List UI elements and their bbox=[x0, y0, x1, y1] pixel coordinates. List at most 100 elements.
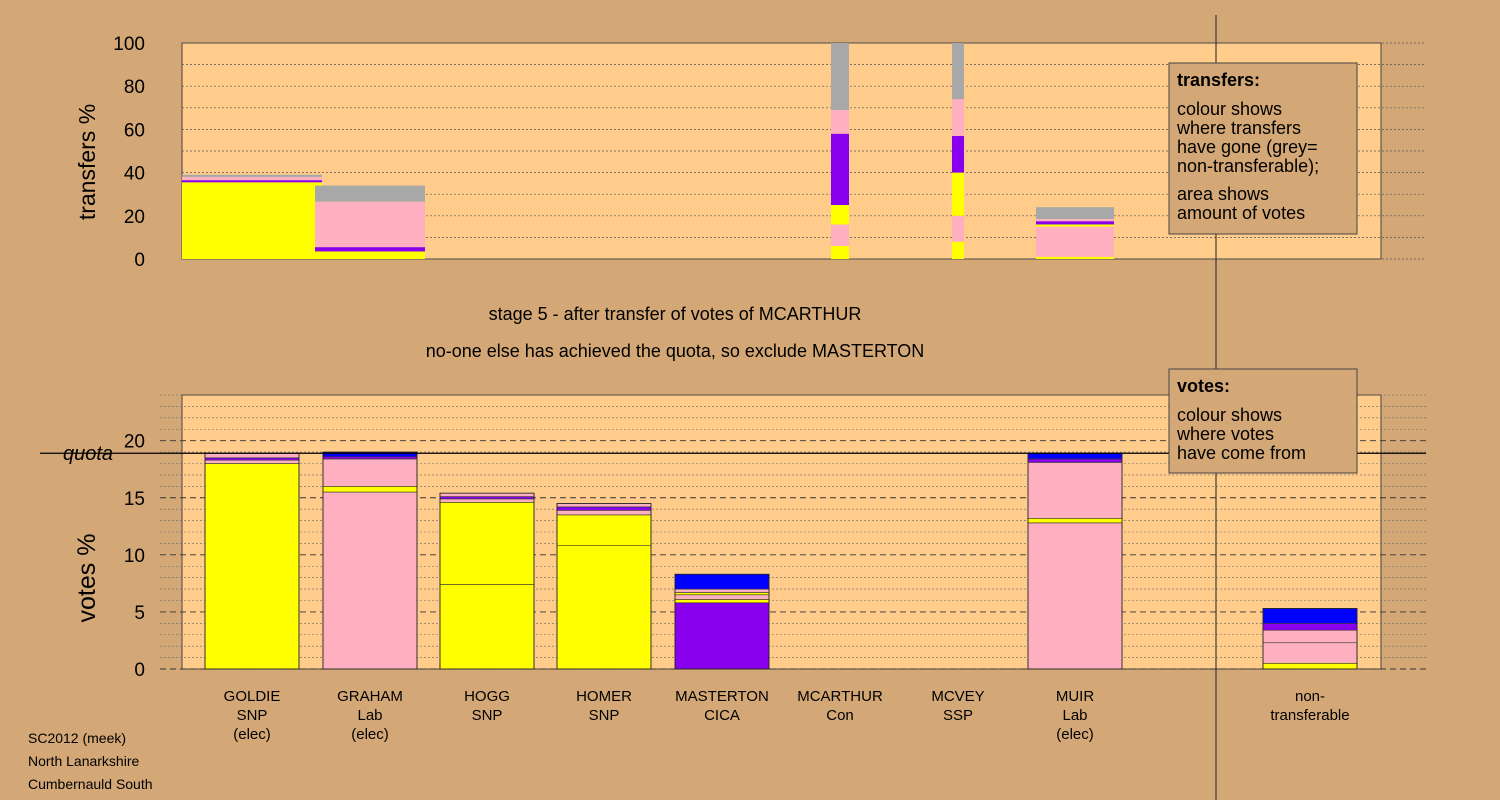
vote-segment bbox=[439, 492, 535, 497]
transfer-segment bbox=[831, 224, 849, 247]
transfer-segment bbox=[1036, 256, 1114, 259]
votes-y-tick-label: 15 bbox=[124, 489, 145, 510]
transfer-segment bbox=[831, 205, 849, 225]
vote-segment bbox=[1262, 662, 1358, 670]
candidate-label: MUIR Lab (elec) bbox=[1056, 688, 1094, 743]
transfer-segment bbox=[1036, 221, 1114, 225]
quota-label: quota bbox=[63, 443, 113, 465]
footer-line-1: SC2012 (meek) bbox=[28, 730, 126, 746]
vote-segment bbox=[556, 545, 652, 670]
transfers-y-tick-label: 20 bbox=[124, 207, 145, 228]
candidate-label: MCVEY SSP bbox=[931, 688, 984, 724]
legend-text: amount of votes bbox=[1177, 203, 1305, 223]
transfers-y-axis-label: transfers % bbox=[74, 104, 100, 220]
vote-segment bbox=[1027, 458, 1123, 463]
vote-segment bbox=[322, 491, 418, 670]
transfer-segment bbox=[831, 43, 849, 110]
legend-text: where transfers bbox=[1176, 118, 1301, 138]
transfer-segment bbox=[952, 172, 964, 216]
vote-segment bbox=[322, 456, 418, 460]
transfers-y-tick-label: 0 bbox=[134, 250, 145, 271]
transfer-segment bbox=[1036, 224, 1114, 227]
vote-segment bbox=[1262, 608, 1358, 624]
transfer-segment bbox=[952, 241, 964, 259]
vote-bar-outline bbox=[439, 492, 535, 670]
candidate-label: non-transferable bbox=[1270, 688, 1349, 724]
candidate-label: GOLDIE SNP (elec) bbox=[224, 688, 281, 743]
legend-text: colour shows bbox=[1177, 405, 1282, 425]
votes-y-axis-label: votes % bbox=[73, 534, 101, 623]
vote-segment bbox=[204, 452, 300, 459]
vote-segment bbox=[439, 498, 535, 503]
legend-text: non-transferable); bbox=[1177, 156, 1319, 176]
votes-legend-title: votes: bbox=[1177, 376, 1230, 396]
vote-segment bbox=[1027, 517, 1123, 524]
footer-line-3: Cumbernauld South bbox=[28, 776, 153, 792]
vote-segment bbox=[1262, 642, 1358, 664]
votes-y-tick-label: 0 bbox=[134, 660, 145, 681]
votes-y-tick-label: 5 bbox=[134, 603, 145, 624]
transfer-segment bbox=[952, 99, 964, 136]
transfer-segment bbox=[1036, 207, 1114, 220]
vote-segment bbox=[556, 506, 652, 511]
vote-bar-outline bbox=[674, 573, 770, 670]
transfer-segment bbox=[182, 254, 322, 259]
transfer-segment bbox=[315, 251, 425, 259]
transfer-segment bbox=[315, 247, 425, 252]
transfer-segment bbox=[1036, 219, 1114, 222]
vote-bar-outline bbox=[322, 451, 418, 670]
transfers-y-tick-label: 100 bbox=[113, 34, 145, 55]
footer-line-2: North Lanarkshire bbox=[28, 753, 139, 769]
legend-text: have come from bbox=[1177, 443, 1306, 463]
transfers-legend-title: transfers: bbox=[1177, 70, 1260, 90]
vote-segment bbox=[1027, 522, 1123, 670]
vote-segment bbox=[322, 458, 418, 487]
transfers-bars bbox=[182, 43, 1114, 259]
transfer-segment bbox=[1036, 226, 1114, 257]
transfers-legend-box bbox=[1168, 62, 1358, 235]
vote-segment bbox=[1262, 623, 1358, 631]
candidate-label: GRAHAM Lab (elec) bbox=[337, 688, 403, 743]
votes-legend-box bbox=[1168, 368, 1358, 474]
vote-bar-outline bbox=[1262, 608, 1358, 670]
transfer-segment bbox=[831, 246, 849, 259]
vote-segment bbox=[674, 599, 770, 604]
transfers-y-tick-label: 40 bbox=[124, 164, 145, 185]
vote-segment bbox=[439, 584, 535, 670]
candidate-labels: GOLDIE SNP (elec) GRAHAM Lab (elec) HOGG SNP HOM… bbox=[224, 688, 1350, 743]
legend-text: colour shows bbox=[1177, 99, 1282, 119]
votes-y-tick-label: 20 bbox=[124, 432, 145, 453]
legend-text: area shows bbox=[1177, 184, 1269, 204]
transfer-segment bbox=[182, 180, 322, 183]
legend-text: where votes bbox=[1176, 424, 1274, 444]
vote-segment bbox=[556, 514, 652, 547]
transfer-segment bbox=[952, 43, 964, 100]
votes-y-ticks: 0 5 10 15 20 bbox=[124, 432, 145, 681]
transfer-segment bbox=[831, 109, 849, 134]
vote-segment bbox=[674, 602, 770, 670]
legend-text: have gone (grey= bbox=[1177, 137, 1318, 157]
vote-segment bbox=[204, 457, 300, 461]
votes-bars bbox=[204, 451, 1358, 670]
vote-segment bbox=[556, 503, 652, 508]
transfer-segment bbox=[315, 201, 425, 248]
vote-segment bbox=[439, 502, 535, 585]
transfer-segment bbox=[315, 185, 425, 202]
transfer-segment bbox=[831, 133, 849, 205]
vote-segment bbox=[1027, 462, 1123, 519]
stage-subtitle: no-one else has achieved the quota, so e… bbox=[426, 341, 925, 361]
transfer-segment bbox=[952, 135, 964, 173]
vote-segment bbox=[674, 592, 770, 596]
stage-title: stage 5 - after transfer of votes of MCA… bbox=[489, 304, 862, 324]
votes-gridlines bbox=[160, 394, 1426, 670]
candidate-label: MASTERTON CICA bbox=[675, 688, 769, 724]
vote-segment bbox=[674, 588, 770, 593]
vote-segment bbox=[439, 496, 535, 500]
vote-segment bbox=[204, 459, 300, 464]
vote-bar-outline bbox=[556, 503, 652, 670]
transfers-y-tick-label: 80 bbox=[124, 77, 145, 98]
transfers-y-ticks: 0 20 40 60 80 100 bbox=[113, 34, 145, 271]
